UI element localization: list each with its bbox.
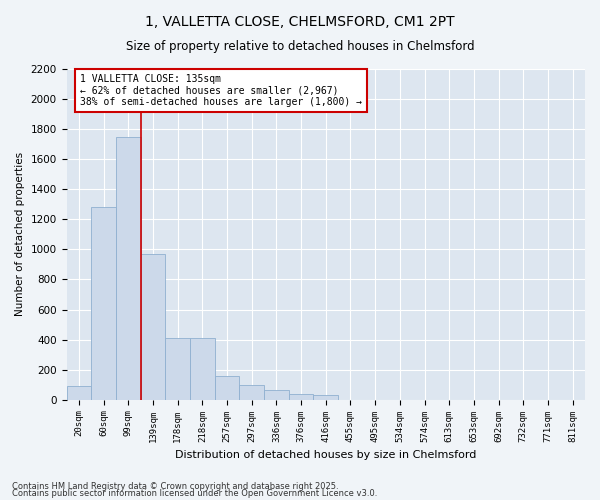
Text: 1 VALLETTA CLOSE: 135sqm
← 62% of detached houses are smaller (2,967)
38% of sem: 1 VALLETTA CLOSE: 135sqm ← 62% of detach… [80, 74, 362, 108]
Text: Size of property relative to detached houses in Chelmsford: Size of property relative to detached ho… [125, 40, 475, 53]
Y-axis label: Number of detached properties: Number of detached properties [15, 152, 25, 316]
Text: Contains public sector information licensed under the Open Government Licence v3: Contains public sector information licen… [12, 489, 377, 498]
Bar [140, 254, 165, 400]
Bar [116, 136, 140, 400]
Bar [289, 394, 313, 400]
Text: 1, VALLETTA CLOSE, CHELMSFORD, CM1 2PT: 1, VALLETTA CLOSE, CHELMSFORD, CM1 2PT [145, 15, 455, 29]
Bar [239, 384, 264, 400]
Bar [264, 390, 289, 400]
Bar [165, 338, 190, 400]
X-axis label: Distribution of detached houses by size in Chelmsford: Distribution of detached houses by size … [175, 450, 476, 460]
Bar [313, 395, 338, 400]
Bar [215, 376, 239, 400]
Bar [91, 208, 116, 400]
Text: Contains HM Land Registry data © Crown copyright and database right 2025.: Contains HM Land Registry data © Crown c… [12, 482, 338, 491]
Bar [190, 338, 215, 400]
Bar [67, 386, 91, 400]
